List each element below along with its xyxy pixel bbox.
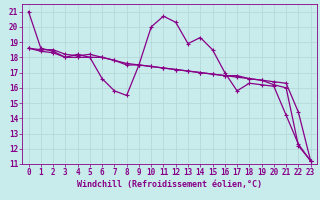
X-axis label: Windchill (Refroidissement éolien,°C): Windchill (Refroidissement éolien,°C) xyxy=(77,180,262,189)
